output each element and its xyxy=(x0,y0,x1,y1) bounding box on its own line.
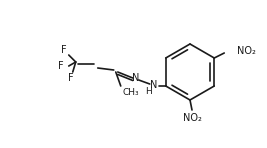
Text: H: H xyxy=(145,86,152,95)
Text: N: N xyxy=(150,80,158,90)
Text: N: N xyxy=(132,73,139,83)
Text: F: F xyxy=(58,61,64,71)
Text: NO₂: NO₂ xyxy=(237,46,256,56)
Text: F: F xyxy=(61,45,66,55)
Text: CH₃: CH₃ xyxy=(123,87,139,96)
Text: NO₂: NO₂ xyxy=(183,113,201,123)
Text: F: F xyxy=(68,73,74,83)
